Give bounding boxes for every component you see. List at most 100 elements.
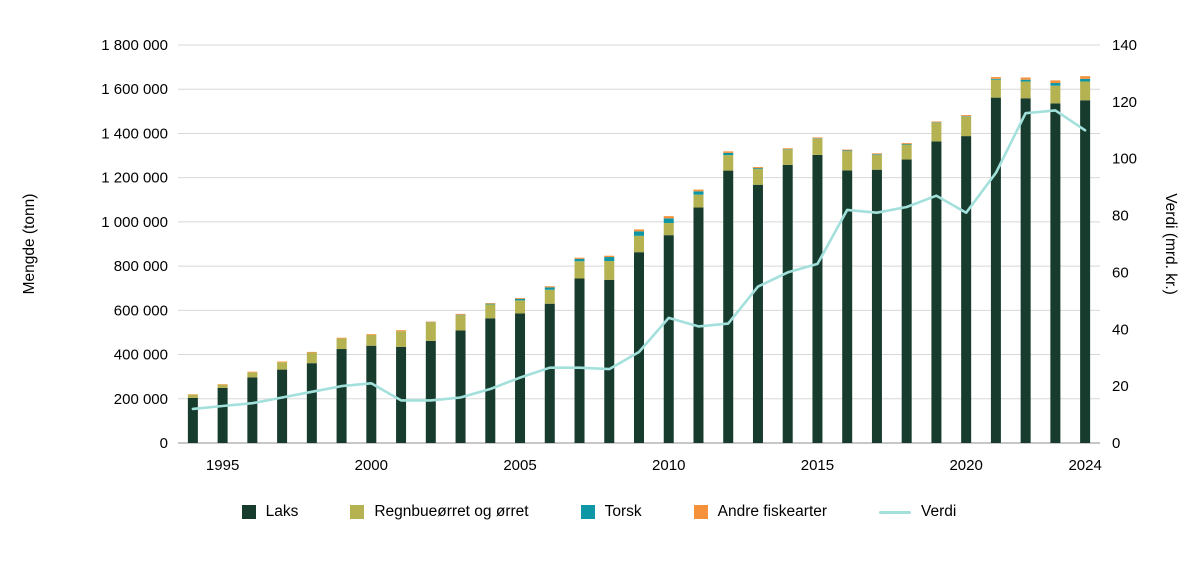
- left-axis-labels: 0 200 000 400 000 600 000 800 000 1 000 000 1 …: [101, 37, 168, 452]
- right-axis-tick-label: 20: [1112, 378, 1129, 395]
- bar-segment-orret: [336, 338, 347, 350]
- bar-segment-andre: [396, 330, 407, 332]
- bar-segment-torsk: [723, 152, 734, 156]
- bar-segment-andre: [247, 371, 258, 373]
- bar-segment-andre: [217, 384, 228, 385]
- bar-segment-orret: [901, 144, 912, 160]
- bar-segment-torsk: [1050, 83, 1061, 86]
- right-axis-tick-label: 0: [1112, 435, 1120, 452]
- bar-segment-andre: [1020, 77, 1031, 80]
- right-axis-tick-label: 140: [1112, 37, 1137, 54]
- bar-segment-andre: [634, 229, 644, 232]
- legend-label: Torsk: [604, 503, 642, 520]
- bar-segment-laks: [306, 363, 317, 443]
- legend-item-laks: Laks: [241, 503, 299, 521]
- bar-segment-orret: [247, 372, 258, 378]
- bar-segment-orret: [485, 304, 496, 319]
- bars: [187, 76, 1091, 444]
- bar-segment-orret: [574, 261, 585, 279]
- legend-item-torsk: Torsk: [580, 503, 642, 521]
- right-axis-labels: 0 20 40 60 80 100 120 140: [1112, 37, 1137, 452]
- bar-segment-andre: [901, 142, 912, 144]
- legend-line-sample: [879, 510, 912, 514]
- bar-segment-torsk: [901, 143, 912, 145]
- bar-segment-orret: [1080, 81, 1091, 101]
- bar-segment-laks: [990, 97, 1001, 443]
- bar-segment-laks: [485, 318, 496, 443]
- bar-segment-laks: [425, 340, 436, 443]
- bar-segment-andre: [277, 361, 288, 363]
- bar-segment-laks: [812, 154, 823, 444]
- bar-segment-torsk: [544, 287, 555, 290]
- bar-segment-orret: [961, 116, 972, 137]
- bar-segment-torsk: [1080, 78, 1091, 82]
- bar-segment-andre: [663, 216, 674, 219]
- left-axis-tick-label: 1 800 000: [101, 37, 168, 54]
- bar-segment-laks: [782, 164, 793, 443]
- legend-item-orret: Regnbueørret og ørret: [350, 503, 529, 521]
- bar-segment-laks: [574, 278, 585, 443]
- bar-segment-orret: [455, 315, 466, 331]
- bar-segment-laks: [396, 346, 407, 443]
- x-axis-labels: 1995 2000 2005 2010 2015 2020 2024: [206, 457, 1102, 474]
- bar-segment-orret: [752, 169, 763, 185]
- right-axis-tick-label: 80: [1112, 208, 1129, 225]
- legend-color-swatch: [693, 505, 708, 519]
- bar-segment-andre: [574, 257, 585, 259]
- bar-segment-andre: [515, 297, 526, 299]
- bar-segment-torsk: [990, 78, 1001, 80]
- left-axis-tick-label: 200 000: [114, 391, 168, 408]
- bar-segment-laks: [752, 184, 763, 443]
- bar-segment-orret: [1050, 85, 1061, 104]
- bar-segment-laks: [336, 349, 347, 443]
- left-axis-tick-label: 800 000: [114, 258, 168, 275]
- x-axis-tick-label: 2000: [355, 457, 388, 474]
- bar-segment-orret: [931, 122, 942, 142]
- bar-segment-torsk: [1020, 79, 1031, 82]
- bar-segment-orret: [812, 138, 823, 155]
- x-axis-tick-label: 2020: [949, 457, 982, 474]
- bar-segment-laks: [277, 369, 288, 443]
- bar-segment-andre: [752, 167, 763, 169]
- bar-segment-andre: [990, 77, 1001, 79]
- bar-segment-andre: [336, 337, 347, 339]
- x-axis-tick-label: 2010: [652, 457, 685, 474]
- bar-segment-andre: [842, 149, 853, 151]
- bar-segment-torsk: [663, 218, 674, 223]
- bar-segment-orret: [604, 261, 615, 280]
- left-axis-tick-label: 0: [160, 435, 168, 452]
- bar-segment-laks: [842, 170, 853, 443]
- bar-segment-andre: [306, 351, 317, 353]
- right-axis-tick-label: 100: [1112, 151, 1137, 168]
- bar-segment-andre: [871, 153, 882, 155]
- legend-item-andre: Andre fiskearter: [693, 503, 828, 521]
- bar-segment-torsk: [842, 150, 853, 152]
- right-axis-tick-label: 40: [1112, 321, 1129, 338]
- bar-segment-laks: [187, 397, 198, 443]
- left-axis-tick-label: 600 000: [114, 302, 168, 319]
- bar-segment-orret: [693, 194, 704, 208]
- bar-segment-andre: [425, 321, 436, 323]
- left-axis-tick-label: 400 000: [114, 347, 168, 364]
- bar-segment-orret: [782, 149, 793, 165]
- bar-segment-orret: [842, 151, 853, 171]
- bar-segment-laks: [634, 252, 644, 443]
- bar-segment-laks: [455, 330, 466, 443]
- x-axis-tick-label: 2005: [503, 457, 536, 474]
- left-axis-title: Mengde (tonn): [21, 194, 38, 295]
- bar-segment-torsk: [693, 191, 704, 195]
- bar-segment-andre: [931, 121, 942, 123]
- right-axis-tick-label: 120: [1112, 94, 1137, 111]
- legend-label: Laks: [265, 503, 299, 520]
- left-axis-tick-label: 1 000 000: [101, 214, 168, 231]
- bar-segment-orret: [425, 322, 436, 341]
- bar-segment-orret: [396, 331, 407, 347]
- bar-segment-orret: [723, 155, 734, 171]
- chart-svg: 0 200 000 400 000 600 000 800 000 1 000 000 1 …: [21, 37, 1179, 474]
- legend-label: Andre fiskearter: [717, 503, 828, 520]
- bar-segment-andre: [1080, 76, 1091, 79]
- bar-segment-torsk: [752, 168, 763, 170]
- bar-segment-laks: [217, 387, 228, 443]
- bar-segment-andre: [544, 286, 555, 288]
